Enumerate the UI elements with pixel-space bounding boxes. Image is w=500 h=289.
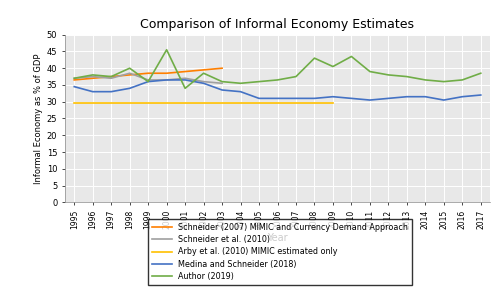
Schneider et al. (2010) [126, 71, 132, 75]
Arby et al. (2010) MIMIC estimated only [71, 102, 77, 105]
Schneider (2007) MIMIC and Currency Demand Approach [200, 68, 206, 72]
Author (2019) [293, 75, 299, 78]
Medina and Schneider (2018) [367, 98, 373, 102]
Medina and Schneider (2018) [312, 97, 318, 100]
Medina and Schneider (2018) [145, 80, 151, 83]
Author (2019) [108, 75, 114, 78]
Schneider (2007) MIMIC and Currency Demand Approach [71, 78, 77, 82]
Author (2019) [348, 55, 354, 58]
X-axis label: Year: Year [267, 234, 288, 243]
Author (2019) [126, 66, 132, 70]
Author (2019) [404, 75, 410, 78]
Arby et al. (2010) MIMIC estimated only [219, 102, 225, 105]
Author (2019) [386, 73, 392, 77]
Arby et al. (2010) MIMIC estimated only [238, 102, 244, 105]
Author (2019) [238, 81, 244, 85]
Line: Author (2019): Author (2019) [74, 50, 481, 88]
Schneider (2007) MIMIC and Currency Demand Approach [108, 75, 114, 78]
Schneider et al. (2010) [182, 77, 188, 80]
Arby et al. (2010) MIMIC estimated only [330, 102, 336, 105]
Arby et al. (2010) MIMIC estimated only [293, 102, 299, 105]
Arby et al. (2010) MIMIC estimated only [164, 102, 170, 105]
Schneider (2007) MIMIC and Currency Demand Approach [219, 66, 225, 70]
Arby et al. (2010) MIMIC estimated only [274, 102, 280, 105]
Arby et al. (2010) MIMIC estimated only [108, 102, 114, 105]
Medina and Schneider (2018) [126, 87, 132, 90]
Medina and Schneider (2018) [386, 97, 392, 100]
Arby et al. (2010) MIMIC estimated only [126, 102, 132, 105]
Schneider et al. (2010) [219, 81, 225, 85]
Medina and Schneider (2018) [330, 95, 336, 99]
Author (2019) [164, 48, 170, 51]
Line: Schneider et al. (2010): Schneider et al. (2010) [74, 73, 222, 83]
Medina and Schneider (2018) [441, 98, 447, 102]
Arby et al. (2010) MIMIC estimated only [182, 102, 188, 105]
Author (2019) [71, 77, 77, 80]
Line: Schneider (2007) MIMIC and Currency Demand Approach: Schneider (2007) MIMIC and Currency Dema… [74, 68, 222, 80]
Schneider (2007) MIMIC and Currency Demand Approach [182, 70, 188, 73]
Medina and Schneider (2018) [219, 88, 225, 92]
Medina and Schneider (2018) [478, 93, 484, 97]
Schneider et al. (2010) [145, 78, 151, 82]
Medina and Schneider (2018) [422, 95, 428, 99]
Arby et al. (2010) MIMIC estimated only [312, 102, 318, 105]
Author (2019) [460, 78, 466, 82]
Schneider et al. (2010) [108, 77, 114, 80]
Author (2019) [422, 78, 428, 82]
Arby et al. (2010) MIMIC estimated only [90, 102, 96, 105]
Medina and Schneider (2018) [293, 97, 299, 100]
Author (2019) [330, 65, 336, 68]
Medina and Schneider (2018) [348, 97, 354, 100]
Author (2019) [219, 80, 225, 83]
Schneider (2007) MIMIC and Currency Demand Approach [126, 73, 132, 77]
Author (2019) [200, 71, 206, 75]
Author (2019) [274, 78, 280, 82]
Author (2019) [145, 80, 151, 83]
Author (2019) [441, 80, 447, 83]
Title: Comparison of Informal Economy Estimates: Comparison of Informal Economy Estimates [140, 18, 414, 31]
Schneider (2007) MIMIC and Currency Demand Approach [90, 77, 96, 80]
Medina and Schneider (2018) [274, 97, 280, 100]
Medina and Schneider (2018) [90, 90, 96, 93]
Author (2019) [256, 80, 262, 83]
Medina and Schneider (2018) [164, 78, 170, 82]
Legend: Schneider (2007) MIMIC and Currency Demand Approach, Schneider et al. (2010), Ar: Schneider (2007) MIMIC and Currency Dema… [148, 219, 412, 285]
Schneider et al. (2010) [71, 77, 77, 80]
Author (2019) [478, 71, 484, 75]
Medina and Schneider (2018) [182, 78, 188, 82]
Schneider (2007) MIMIC and Currency Demand Approach [145, 71, 151, 75]
Medina and Schneider (2018) [238, 90, 244, 93]
Author (2019) [90, 73, 96, 77]
Author (2019) [367, 70, 373, 73]
Medina and Schneider (2018) [108, 90, 114, 93]
Author (2019) [182, 87, 188, 90]
Schneider et al. (2010) [164, 78, 170, 82]
Medina and Schneider (2018) [404, 95, 410, 99]
Line: Medina and Schneider (2018): Medina and Schneider (2018) [74, 80, 481, 100]
Arby et al. (2010) MIMIC estimated only [256, 102, 262, 105]
Medina and Schneider (2018) [256, 97, 262, 100]
Arby et al. (2010) MIMIC estimated only [200, 102, 206, 105]
Schneider et al. (2010) [200, 80, 206, 83]
Arby et al. (2010) MIMIC estimated only [145, 102, 151, 105]
Schneider (2007) MIMIC and Currency Demand Approach [164, 71, 170, 75]
Medina and Schneider (2018) [200, 81, 206, 85]
Medina and Schneider (2018) [460, 95, 466, 99]
Medina and Schneider (2018) [71, 85, 77, 88]
Y-axis label: Informal Economy as % of GDP: Informal Economy as % of GDP [34, 53, 42, 184]
Schneider et al. (2010) [90, 75, 96, 78]
Author (2019) [312, 56, 318, 60]
